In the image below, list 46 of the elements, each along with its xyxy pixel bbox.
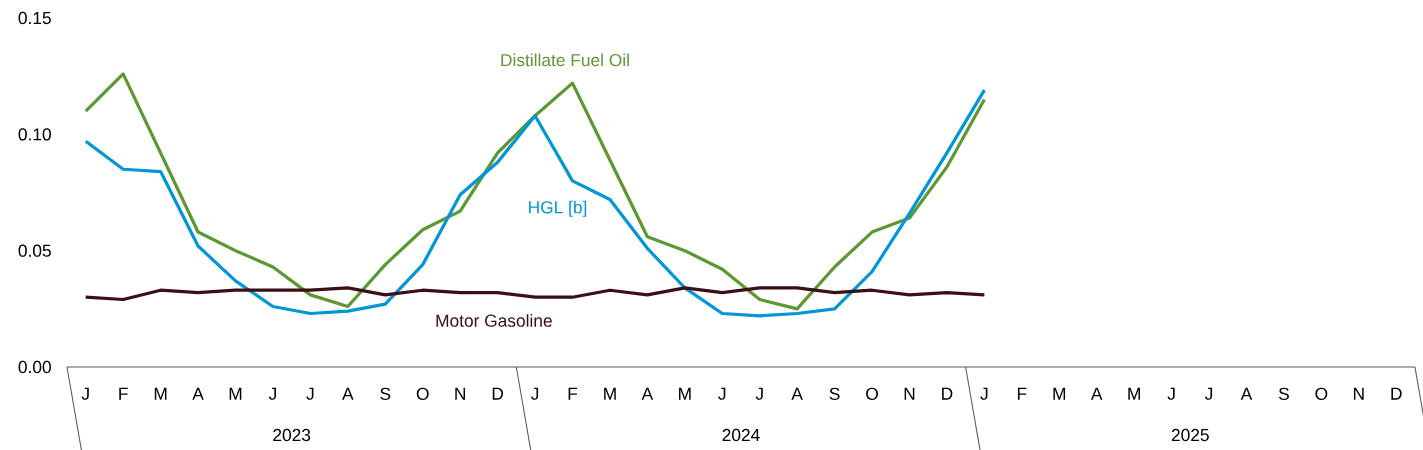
x-tick-label: S xyxy=(1278,387,1289,400)
x-tick-label: A xyxy=(192,387,204,400)
y-tick-label: 0.00 xyxy=(18,360,51,374)
x-tick-label: D xyxy=(1391,387,1402,400)
x-tick-label: A xyxy=(342,387,354,400)
x-tick-label: M xyxy=(604,387,616,400)
x-tick-label: M xyxy=(1053,387,1066,400)
x-tick-label: J xyxy=(81,387,89,400)
x-tick-label: O xyxy=(416,387,429,400)
x-tick-label: S xyxy=(380,387,391,400)
x-tick-label: J xyxy=(718,387,726,400)
x-tick-label: O xyxy=(866,387,878,400)
x-tick-label: S xyxy=(829,387,840,400)
series-label: Motor Gasoline xyxy=(436,314,552,327)
x-tick-label: M xyxy=(229,387,242,400)
x-tick-label: N xyxy=(1353,387,1364,400)
x-tick-label: M xyxy=(154,387,167,400)
x-tick-label: A xyxy=(791,387,803,400)
x-tick-label: N xyxy=(904,387,915,400)
x-tick-label: J xyxy=(530,387,539,400)
y-tick-label: 0.05 xyxy=(18,244,51,257)
x-tick-label: A xyxy=(641,387,654,400)
series-label: HGL [b] xyxy=(529,200,587,217)
series-label: Distillate Fuel Oil xyxy=(501,53,629,67)
x-tick-label: A xyxy=(1240,387,1253,400)
x-tick-label: N xyxy=(455,387,465,400)
text: 2025 xyxy=(1171,428,1209,442)
x-tick-label: J xyxy=(1204,387,1213,400)
text: 2023 xyxy=(273,428,311,442)
x-tick-label: F xyxy=(1017,387,1027,400)
x-tick-label: D xyxy=(942,387,953,400)
text: 2024 xyxy=(722,428,760,442)
x-tick-label: O xyxy=(1315,387,1328,400)
x-tick-label: F xyxy=(119,387,128,400)
x-tick-label: J xyxy=(755,387,763,400)
x-tick-label: D xyxy=(492,387,504,400)
x-tick-label: J xyxy=(268,387,276,400)
x-tick-label: M xyxy=(679,387,691,400)
x-tick-label: M xyxy=(1128,387,1140,400)
x-tick-label: J xyxy=(1167,387,1175,400)
y-tick-label: 0.15 xyxy=(18,11,51,25)
x-tick-label: F xyxy=(568,387,578,400)
y-tick-label: 0.10 xyxy=(18,128,51,141)
x-tick-label: A xyxy=(1090,387,1103,400)
x-tick-label: J xyxy=(980,387,988,400)
x-tick-label: J xyxy=(306,387,314,400)
